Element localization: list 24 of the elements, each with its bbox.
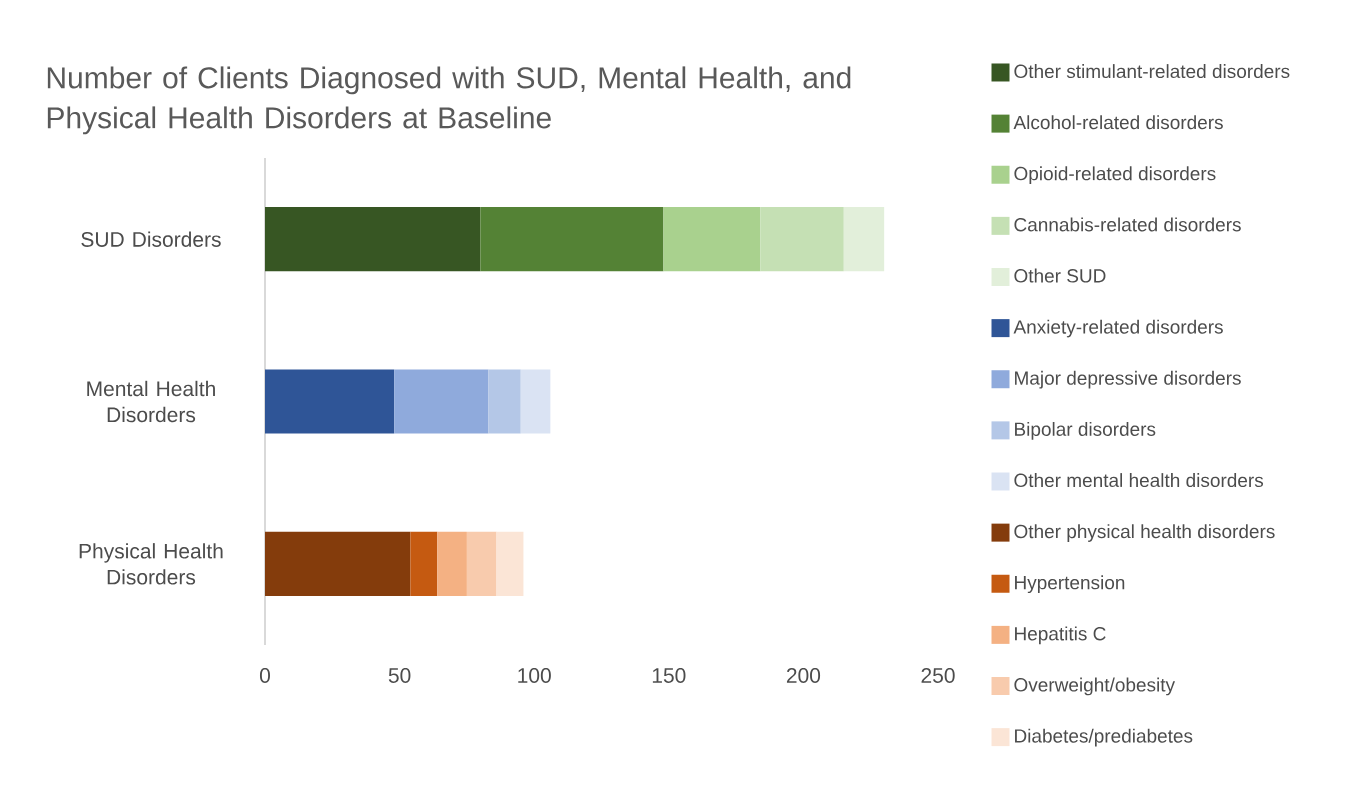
y-tick-label: Physical Health Disorders [79,543,223,585]
legend-label: Diabetes/prediabetes [1015,728,1193,747]
legend-label: Cannabis-related disorders [1014,217,1241,232]
legend-label: Hypertension [1015,575,1125,594]
legend-label: Other mental health disorders [1014,473,1264,488]
legend-label: Other stimulant-related disorders [1014,64,1290,79]
x-tick-label: 100 [518,668,551,683]
x-tick-label: 150 [652,668,686,683]
y-tick-label: Mental Health Disorders [87,380,215,423]
legend-label: Other SUD [1014,268,1106,283]
legend-label: Other physical health disorders [1014,524,1275,542]
legend-label: Opioid-related disorders [1014,166,1216,185]
legend-label: Anxiety-related disorders [1013,319,1223,338]
x-tick-label: 0 [259,668,270,683]
legend-label: Hepatitis C [1015,626,1106,645]
y-tick-label: SUD Disorders [81,231,221,247]
legend-label: Alcohol-related disorders [1013,115,1223,130]
x-tick-label: 250 [921,668,955,683]
legend-label: Major depressive disorders [1015,370,1241,389]
legend-label: Bipolar disorders [1015,421,1156,440]
x-tick-label: 200 [786,668,821,683]
legend-label: Overweight/obesity [1014,677,1176,696]
chart-title: Number of Clients Diagnosed with SUD, Mental Health, and Physical Health Disorders at Baseline [47,66,851,135]
x-tick-label: 50 [388,668,411,683]
